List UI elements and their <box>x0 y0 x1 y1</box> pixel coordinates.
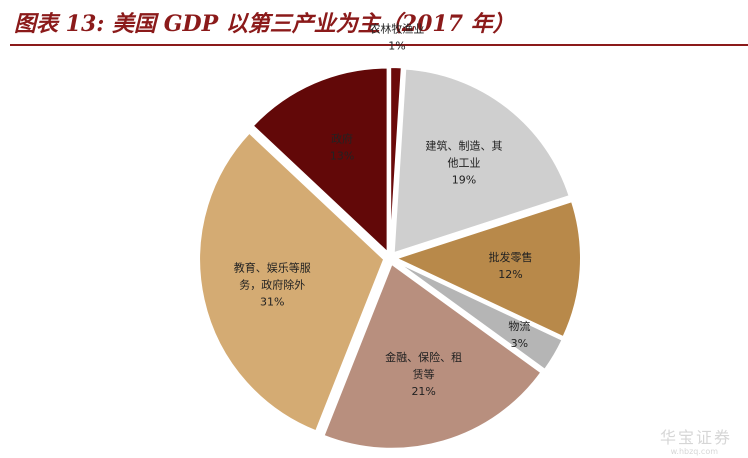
pie-slice <box>251 66 389 255</box>
pie-slices <box>198 66 582 450</box>
slice-label: 政府 13% <box>330 132 354 163</box>
watermark-url: w.hbzq.com <box>670 447 718 456</box>
slice-percent: 1% <box>388 40 405 53</box>
slice-percent: 31% <box>260 295 284 308</box>
pie-slice <box>322 262 543 450</box>
slice-name: 教育、娱乐等服 <box>234 260 311 274</box>
slice-label: 物流 3% <box>508 319 530 350</box>
slice-label: 农林牧渔业 1% <box>369 22 424 53</box>
pie-slice <box>198 131 386 433</box>
slice-name: 物流 <box>508 319 530 333</box>
slice-label: 建筑、制造、其他工业 19% <box>425 139 502 187</box>
pie-slice <box>394 260 564 372</box>
slice-name: 务，政府除外 <box>239 277 305 291</box>
slice-percent: 19% <box>452 174 476 187</box>
chart-title: 图表 13: 美国 GDP 以第三产业为主（2017 年） <box>14 11 515 37</box>
slice-percent: 3% <box>511 337 528 350</box>
slice-percent: 13% <box>330 150 354 163</box>
watermark: 华宝证券 <box>659 428 732 447</box>
pie-slice <box>393 199 582 339</box>
slice-label: 教育、娱乐等服务，政府除外 31% <box>234 260 311 308</box>
pie-slice <box>392 67 571 255</box>
pie-slice <box>389 66 403 253</box>
slice-percent: 12% <box>498 268 522 281</box>
slice-name: 建筑、制造、其 <box>425 139 502 153</box>
slice-name: 批发零售 <box>488 250 532 264</box>
slice-percent: 21% <box>411 385 435 398</box>
slice-label: 金融、保险、租赁等 21% <box>385 350 462 398</box>
slice-name: 农林牧渔业 <box>369 22 424 36</box>
slice-name: 金融、保险、租 <box>385 350 462 364</box>
slice-name: 他工业 <box>447 157 480 170</box>
slice-name: 赁等 <box>413 367 435 381</box>
slice-name: 政府 <box>331 132 353 146</box>
pie-labels: 农林牧渔业 1% 建筑、制造、其他工业 19% 批发零售 12% 物流 3% 金融、保险、租赁等… <box>234 22 533 398</box>
slice-label: 批发零售 12% <box>488 250 532 281</box>
title-divider <box>10 44 748 46</box>
